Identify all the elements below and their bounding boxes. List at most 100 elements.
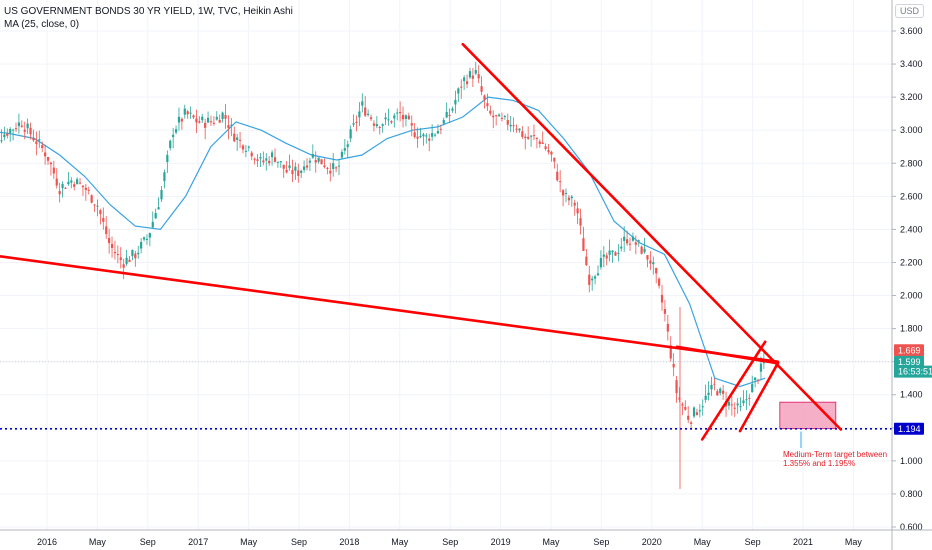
candle-body bbox=[535, 138, 538, 140]
candle bbox=[425, 133, 428, 144]
candle bbox=[305, 158, 309, 171]
candle bbox=[500, 112, 504, 122]
candle bbox=[230, 118, 233, 137]
candle-body bbox=[268, 160, 271, 164]
candle bbox=[489, 105, 492, 116]
candle-body bbox=[413, 132, 416, 138]
candle-body bbox=[172, 134, 175, 138]
candle-body bbox=[710, 384, 713, 390]
candle-body bbox=[67, 181, 70, 185]
x-tick-label: 2021 bbox=[793, 537, 813, 547]
candle-body bbox=[628, 243, 632, 245]
candle bbox=[503, 114, 506, 120]
candle-body bbox=[687, 415, 690, 420]
candle bbox=[495, 114, 498, 126]
candle-body bbox=[76, 179, 79, 185]
candle-body bbox=[623, 236, 626, 241]
candle bbox=[102, 207, 105, 230]
candle-body bbox=[192, 115, 195, 118]
candle bbox=[497, 113, 501, 117]
candle-body bbox=[137, 252, 140, 255]
y-tick-label: 1.400 bbox=[900, 390, 923, 400]
candle-body bbox=[70, 180, 73, 183]
currency-button[interactable]: USD bbox=[894, 4, 924, 18]
candle bbox=[486, 93, 489, 112]
candle bbox=[76, 177, 79, 185]
candle-body bbox=[599, 258, 603, 268]
candle-body bbox=[614, 252, 617, 256]
candle-body bbox=[416, 136, 419, 139]
candle bbox=[451, 106, 454, 113]
candle-body bbox=[32, 138, 35, 141]
candle bbox=[722, 384, 725, 400]
candle bbox=[288, 154, 291, 171]
candle-body bbox=[145, 238, 149, 240]
candle-body bbox=[471, 75, 474, 79]
candle bbox=[335, 165, 338, 173]
candle bbox=[684, 400, 687, 411]
candle bbox=[579, 208, 582, 235]
candle bbox=[687, 406, 690, 424]
candle bbox=[410, 115, 413, 137]
candle-body bbox=[183, 108, 186, 115]
candle bbox=[90, 194, 93, 204]
candle-body bbox=[270, 152, 274, 158]
candle bbox=[337, 158, 341, 176]
candle bbox=[492, 110, 495, 129]
x-tick-label: Sep bbox=[442, 537, 458, 547]
candle-body bbox=[396, 112, 399, 114]
candle bbox=[512, 117, 515, 133]
candle bbox=[628, 237, 632, 251]
candle bbox=[471, 68, 474, 87]
candle bbox=[369, 114, 373, 122]
candle bbox=[41, 141, 44, 153]
candle-body bbox=[425, 135, 428, 137]
candle-body bbox=[707, 392, 710, 396]
candle-body bbox=[148, 233, 151, 238]
candle-body bbox=[11, 129, 15, 131]
candle bbox=[279, 160, 282, 168]
candle-body bbox=[448, 115, 451, 117]
candle-body bbox=[84, 187, 87, 191]
candle bbox=[748, 393, 751, 406]
candle-body bbox=[611, 250, 614, 253]
candle bbox=[634, 235, 637, 255]
candle bbox=[532, 124, 536, 141]
candle bbox=[163, 169, 166, 189]
candle bbox=[99, 208, 102, 225]
candle-body bbox=[99, 210, 102, 215]
candle-body bbox=[273, 157, 277, 162]
candle-body bbox=[364, 107, 367, 116]
candle-body bbox=[529, 135, 533, 137]
candle-body bbox=[384, 117, 387, 120]
x-tick-label: May bbox=[845, 537, 863, 547]
candle bbox=[180, 117, 183, 130]
candle bbox=[666, 315, 669, 341]
candle-body bbox=[559, 181, 562, 183]
candle bbox=[564, 188, 568, 203]
candle-body bbox=[320, 159, 323, 165]
candle-body bbox=[751, 383, 754, 393]
candle bbox=[477, 64, 480, 84]
candle bbox=[617, 244, 620, 262]
candle-body bbox=[17, 122, 21, 127]
candle-body bbox=[666, 323, 669, 332]
candle bbox=[620, 237, 623, 252]
candle-body bbox=[215, 116, 218, 120]
candle-body bbox=[515, 128, 518, 130]
candle-body bbox=[518, 128, 521, 131]
candle bbox=[588, 265, 591, 293]
candle bbox=[480, 76, 483, 96]
candle-body bbox=[93, 204, 96, 206]
candle-body bbox=[646, 255, 649, 260]
candle-body bbox=[631, 236, 635, 241]
candle bbox=[157, 197, 160, 210]
y-tick-label: 2.200 bbox=[900, 257, 923, 267]
candle bbox=[329, 162, 332, 182]
candle-body bbox=[509, 124, 512, 127]
candle-body bbox=[3, 134, 6, 138]
candle bbox=[611, 250, 614, 263]
candle-body bbox=[556, 171, 559, 181]
candle-body bbox=[428, 138, 431, 141]
